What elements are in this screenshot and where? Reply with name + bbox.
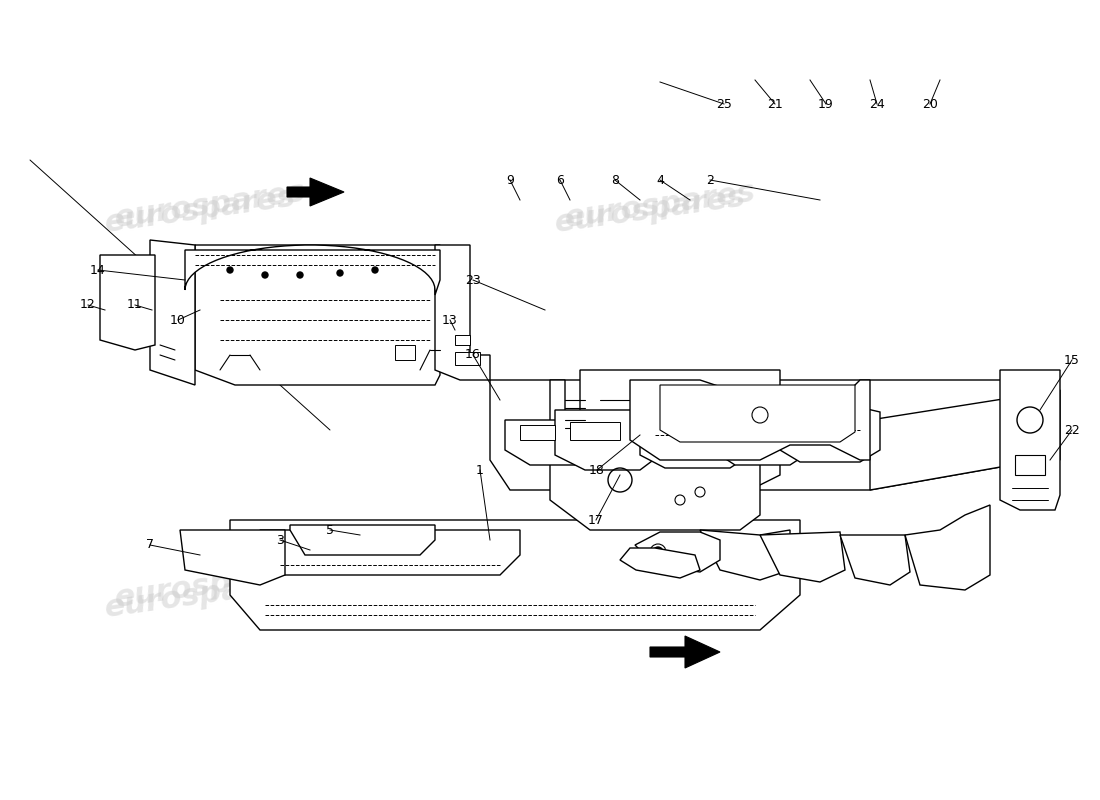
Text: eurospares: eurospares: [112, 558, 308, 613]
Text: 12: 12: [80, 298, 96, 311]
Text: 7: 7: [146, 538, 154, 551]
Polygon shape: [150, 240, 195, 385]
Text: 18: 18: [590, 463, 605, 477]
Polygon shape: [230, 520, 800, 630]
Text: 22: 22: [1064, 423, 1080, 437]
Circle shape: [262, 272, 268, 278]
Polygon shape: [434, 245, 490, 380]
Text: 15: 15: [1064, 354, 1080, 366]
Text: 13: 13: [442, 314, 458, 326]
Polygon shape: [660, 385, 855, 442]
Text: eurospares: eurospares: [562, 558, 758, 613]
Text: eurospares: eurospares: [112, 178, 308, 233]
Polygon shape: [490, 380, 1040, 490]
Polygon shape: [640, 410, 750, 468]
Text: 21: 21: [767, 98, 783, 110]
Text: 25: 25: [716, 98, 732, 110]
Text: 19: 19: [818, 98, 834, 110]
Text: 8: 8: [610, 174, 619, 186]
Text: 24: 24: [869, 98, 884, 110]
Text: 16: 16: [465, 349, 481, 362]
Text: 10: 10: [170, 314, 186, 326]
Polygon shape: [840, 535, 910, 585]
Polygon shape: [700, 530, 790, 580]
Text: 2: 2: [706, 174, 714, 186]
Polygon shape: [650, 636, 721, 668]
Polygon shape: [395, 345, 415, 360]
Polygon shape: [505, 420, 600, 465]
Text: 3: 3: [276, 534, 284, 546]
Polygon shape: [635, 532, 720, 572]
Text: 5: 5: [326, 523, 334, 537]
Polygon shape: [185, 245, 440, 295]
Text: 17: 17: [588, 514, 604, 526]
Polygon shape: [455, 352, 480, 365]
Text: 11: 11: [128, 298, 143, 311]
Polygon shape: [870, 390, 1060, 490]
Text: 6: 6: [557, 174, 564, 186]
Polygon shape: [570, 422, 620, 440]
Text: eurospares: eurospares: [102, 182, 297, 238]
Polygon shape: [1015, 455, 1045, 475]
Polygon shape: [780, 405, 880, 462]
Polygon shape: [556, 410, 660, 470]
Polygon shape: [760, 532, 845, 582]
Text: eurospares: eurospares: [552, 182, 748, 238]
Polygon shape: [630, 380, 870, 460]
Polygon shape: [1000, 370, 1060, 510]
Text: 20: 20: [922, 98, 938, 110]
Polygon shape: [180, 530, 285, 585]
Text: 9: 9: [506, 174, 514, 186]
Polygon shape: [287, 178, 344, 206]
Circle shape: [372, 267, 378, 273]
Polygon shape: [520, 425, 556, 440]
Text: 14: 14: [90, 263, 106, 277]
Text: eurospares: eurospares: [102, 567, 297, 622]
Polygon shape: [550, 380, 760, 530]
Polygon shape: [620, 548, 700, 578]
Circle shape: [653, 547, 663, 557]
Polygon shape: [100, 255, 155, 350]
Circle shape: [227, 267, 233, 273]
Polygon shape: [905, 505, 990, 590]
Polygon shape: [455, 335, 470, 345]
Polygon shape: [260, 530, 520, 575]
Text: eurospares: eurospares: [552, 567, 748, 622]
Text: 23: 23: [465, 274, 481, 286]
Polygon shape: [580, 370, 780, 490]
Text: 1: 1: [476, 463, 484, 477]
Circle shape: [297, 272, 302, 278]
Polygon shape: [715, 410, 810, 465]
Polygon shape: [290, 525, 434, 555]
Text: eurospares: eurospares: [562, 178, 758, 233]
Polygon shape: [195, 245, 440, 385]
Text: 4: 4: [656, 174, 664, 186]
Circle shape: [337, 270, 343, 276]
